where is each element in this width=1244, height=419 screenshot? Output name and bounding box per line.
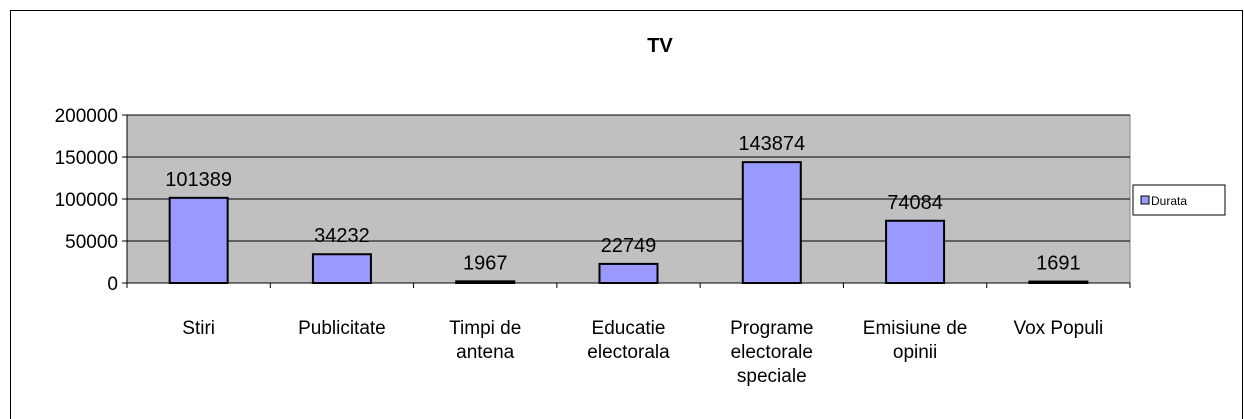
data-label: 22749 <box>601 235 657 257</box>
y-tick-label: 50000 <box>65 232 118 253</box>
y-tick-label: 200000 <box>55 106 118 127</box>
x-tick-label: Vox Populi <box>1013 318 1103 339</box>
x-tick-label: Programe electorale speciale <box>730 318 813 387</box>
data-label: 74084 <box>887 192 943 214</box>
x-tick-label: Publicitate <box>298 318 386 339</box>
bar <box>741 161 802 284</box>
bar <box>885 219 946 284</box>
data-label: 101389 <box>165 169 232 191</box>
bar <box>311 253 372 284</box>
y-tick-label: 150000 <box>55 148 118 169</box>
data-label: 34232 <box>314 225 370 247</box>
legend-swatch <box>1140 195 1150 205</box>
legend-label: Durata <box>1151 194 1187 208</box>
x-tick-label: Stiri <box>182 318 215 339</box>
bar <box>598 262 659 284</box>
x-tick-label: Educatie electorala <box>587 318 670 363</box>
x-tick-label: Emisiune de opinii <box>863 318 968 363</box>
bar <box>168 196 229 284</box>
bar <box>1028 280 1089 284</box>
y-tick-label: 0 <box>107 274 118 295</box>
y-tick-label: 100000 <box>55 190 118 211</box>
x-tick-label: Timpi de antena <box>449 318 521 363</box>
data-label: 1691 <box>1036 253 1081 275</box>
bar <box>455 280 516 284</box>
data-label: 143874 <box>738 133 805 155</box>
data-label: 1967 <box>463 252 508 274</box>
chart-title: TV <box>647 35 673 57</box>
